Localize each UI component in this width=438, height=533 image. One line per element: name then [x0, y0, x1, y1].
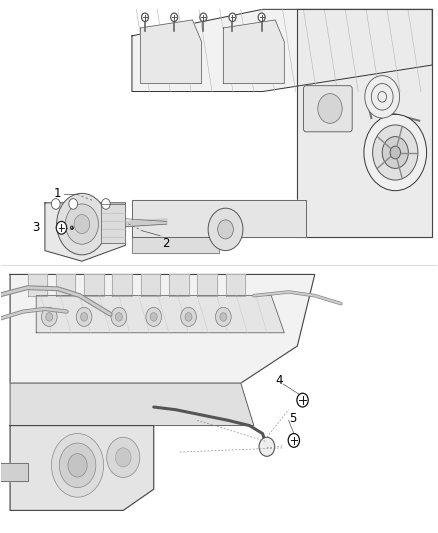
- Polygon shape: [84, 274, 104, 296]
- Polygon shape: [223, 20, 284, 84]
- Circle shape: [76, 308, 92, 326]
- Circle shape: [185, 313, 192, 321]
- Circle shape: [141, 13, 148, 21]
- Polygon shape: [28, 274, 47, 296]
- Polygon shape: [197, 274, 217, 296]
- Circle shape: [215, 308, 231, 326]
- Polygon shape: [169, 274, 188, 296]
- Circle shape: [65, 204, 99, 244]
- Circle shape: [288, 433, 300, 447]
- Circle shape: [373, 125, 418, 180]
- Circle shape: [371, 84, 393, 110]
- Circle shape: [150, 313, 157, 321]
- Polygon shape: [10, 383, 254, 425]
- Polygon shape: [132, 10, 432, 92]
- Circle shape: [68, 454, 87, 477]
- Circle shape: [378, 92, 387, 102]
- Circle shape: [297, 393, 308, 407]
- Polygon shape: [132, 237, 219, 253]
- Circle shape: [42, 308, 57, 326]
- Polygon shape: [113, 274, 132, 296]
- Polygon shape: [297, 10, 432, 237]
- Circle shape: [74, 215, 90, 233]
- Text: 5: 5: [289, 412, 296, 425]
- Circle shape: [218, 220, 233, 239]
- Polygon shape: [132, 200, 306, 237]
- Text: 3: 3: [32, 221, 40, 235]
- Circle shape: [229, 13, 236, 21]
- Polygon shape: [125, 219, 167, 227]
- Circle shape: [258, 13, 265, 21]
- Circle shape: [116, 313, 122, 321]
- Circle shape: [365, 76, 399, 118]
- Polygon shape: [0, 463, 28, 481]
- Circle shape: [59, 443, 96, 488]
- Circle shape: [71, 226, 73, 229]
- Text: 2: 2: [162, 237, 170, 251]
- Polygon shape: [141, 20, 201, 84]
- Circle shape: [390, 146, 400, 159]
- Polygon shape: [226, 274, 245, 296]
- Circle shape: [111, 308, 127, 326]
- Circle shape: [57, 193, 107, 255]
- Circle shape: [69, 199, 78, 209]
- Polygon shape: [36, 296, 284, 333]
- Polygon shape: [141, 274, 160, 296]
- Circle shape: [51, 199, 60, 209]
- Circle shape: [116, 448, 131, 467]
- Polygon shape: [102, 204, 125, 243]
- Circle shape: [364, 114, 427, 191]
- Circle shape: [81, 313, 88, 321]
- Polygon shape: [56, 274, 75, 296]
- Circle shape: [259, 437, 275, 456]
- Circle shape: [146, 308, 162, 326]
- Circle shape: [107, 437, 140, 478]
- Circle shape: [181, 308, 196, 326]
- Circle shape: [46, 313, 53, 321]
- Circle shape: [171, 13, 178, 21]
- FancyBboxPatch shape: [304, 86, 352, 132]
- Circle shape: [318, 94, 342, 123]
- Circle shape: [200, 13, 207, 21]
- Circle shape: [56, 221, 67, 234]
- Circle shape: [51, 433, 104, 497]
- Circle shape: [102, 199, 110, 209]
- Text: 1: 1: [54, 188, 61, 200]
- Circle shape: [382, 136, 408, 168]
- Polygon shape: [10, 425, 154, 511]
- Polygon shape: [10, 274, 315, 383]
- Circle shape: [220, 313, 227, 321]
- Polygon shape: [45, 203, 125, 261]
- Text: 4: 4: [276, 374, 283, 387]
- Circle shape: [208, 208, 243, 251]
